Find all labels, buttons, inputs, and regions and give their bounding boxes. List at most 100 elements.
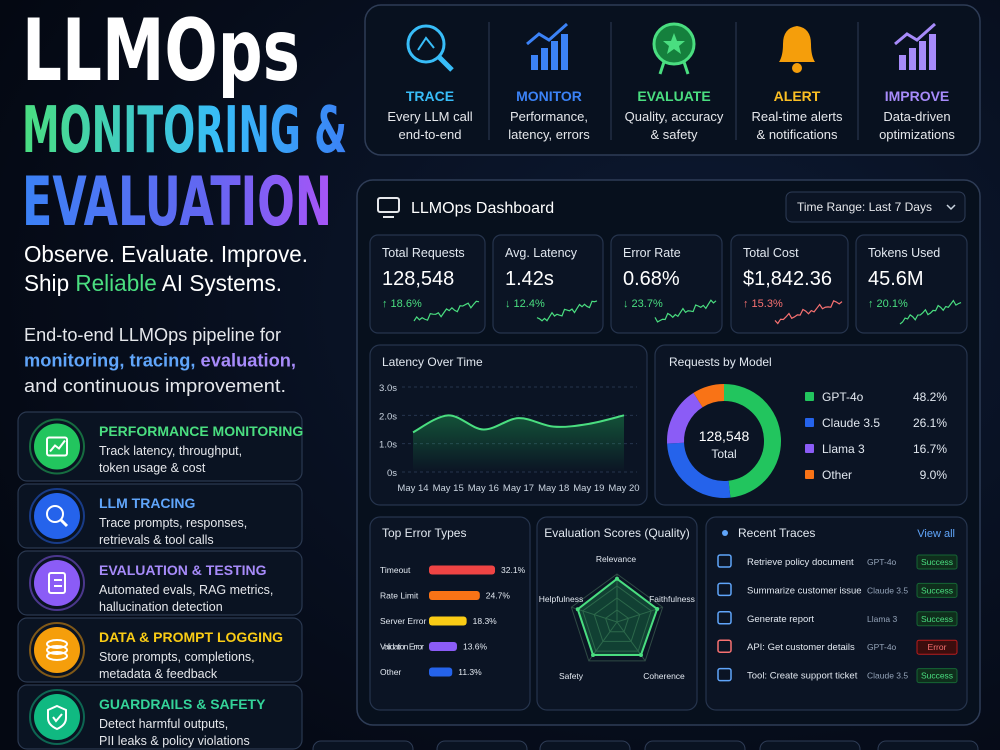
hero-title-line2: MONITORING & <box>22 94 347 168</box>
line-area <box>413 415 624 472</box>
value-label: 9.0% <box>920 468 948 482</box>
bar <box>429 667 453 677</box>
feature-desc: Track latency, throughput, <box>99 444 242 458</box>
feature-icon-ring <box>29 555 85 611</box>
cutoff-card <box>539 740 631 750</box>
cutoff-card <box>759 740 861 750</box>
pipeline-title: MONITOR <box>516 88 582 104</box>
icon <box>779 26 815 62</box>
feature-title: DATA & PROMPT LOGGING <box>99 629 283 645</box>
feature-card <box>17 684 303 750</box>
description: End-to-end LLMOps pipeline for <box>24 325 281 345</box>
feature-desc: metadata & feedback <box>99 667 218 681</box>
value-label: 48.2% <box>913 390 947 404</box>
feature-card <box>17 483 303 549</box>
radar-grid <box>570 573 664 662</box>
feature-icon <box>34 560 80 606</box>
y-tick-label: 3.0s <box>379 383 397 394</box>
feature-desc: PII leaks & policy violations <box>99 734 250 748</box>
legend-label: Claude 3.5 <box>822 416 880 430</box>
feature-glyph <box>47 704 67 731</box>
glyph <box>49 439 66 453</box>
glyph <box>46 639 68 649</box>
icon <box>406 24 446 64</box>
time-range-select[interactable] <box>785 191 966 223</box>
kpi-change: ↓ 23.7% <box>623 298 663 310</box>
chart-title: Latency Over Time <box>382 355 483 369</box>
icon <box>663 33 685 54</box>
icon <box>929 34 936 70</box>
sparkline <box>899 299 962 325</box>
bar <box>429 616 467 626</box>
icon <box>894 22 936 46</box>
radar-point <box>591 653 596 658</box>
radar-grid <box>604 609 630 633</box>
sparkline <box>413 300 480 322</box>
bar <box>429 591 480 600</box>
status-badge <box>916 668 958 684</box>
icon <box>792 63 802 73</box>
radar-label: Coherence <box>643 671 685 681</box>
x-tick-label: May 15 <box>433 483 464 494</box>
pipeline-title: EVALUATE <box>637 88 710 104</box>
chevron <box>946 204 956 211</box>
kpi-card <box>730 234 849 334</box>
tagline: Observe. Evaluate. Improve. <box>24 241 308 267</box>
radar-label: Safety <box>559 671 584 681</box>
legend-label: Llama 3 <box>822 442 865 456</box>
feature-title: EVALUATION & TESTING <box>99 562 267 578</box>
chart-title: Evaluation Scores (Quality) <box>544 526 689 540</box>
traces-panel <box>705 516 968 711</box>
feature-card <box>17 617 303 683</box>
kpi-value: 128,548 <box>382 268 454 290</box>
trace-name: Retrieve policy document <box>747 557 854 568</box>
kpi-label: Tokens Used <box>868 246 940 260</box>
description-part: End-to-end LLMOps pipeline for <box>24 325 281 345</box>
kpi-change: ↑ 15.3% <box>743 298 783 310</box>
radar-point <box>575 607 580 612</box>
feature-title: GUARDRAILS & SAFETY <box>99 696 266 712</box>
x-tick-label: May 16 <box>468 483 499 494</box>
row-icon <box>717 554 732 568</box>
pipeline-desc: Data-driven <box>883 109 950 124</box>
glyph <box>46 505 64 523</box>
value-label: 24.7% <box>486 591 511 601</box>
trace-model: Llama 3 <box>867 614 898 624</box>
icon <box>531 55 538 70</box>
feature-icon-ring <box>29 622 85 678</box>
row-icon <box>717 639 732 653</box>
icon <box>658 61 690 75</box>
category-label: Server Error <box>380 616 426 626</box>
row-icon <box>717 582 732 597</box>
monitor-icon <box>377 197 400 213</box>
radar-grid <box>593 597 641 642</box>
feature-title: PERFORMANCE MONITORING <box>99 423 303 439</box>
cutoff-card <box>436 740 528 750</box>
feature-desc: token usage & cost <box>99 461 206 475</box>
pipeline-icon <box>894 22 936 70</box>
radar-point <box>615 576 619 581</box>
trace-model: GPT-4o <box>867 557 897 567</box>
tagline-part: Reliable <box>75 270 156 296</box>
pipeline-title: TRACE <box>406 88 454 104</box>
x-tick-label: May 20 <box>608 483 639 494</box>
view-all-link[interactable]: View all <box>917 528 955 540</box>
icon <box>561 34 568 70</box>
pipeline-desc: Real-time alerts <box>751 109 843 124</box>
donut-segment <box>693 384 725 408</box>
trace-status: Success <box>921 585 953 595</box>
feature-card <box>17 550 303 616</box>
kpi-label: Error Rate <box>623 246 681 260</box>
pipeline-icon <box>526 22 568 70</box>
pipeline-icon <box>406 24 454 72</box>
pipeline-desc: & notifications <box>757 127 838 142</box>
trace-name: Generate report <box>747 614 814 625</box>
tagline: Ship Reliable AI Systems. <box>24 270 282 296</box>
tagline-part: Ship <box>24 270 75 296</box>
trace-status: Success <box>921 557 953 567</box>
line <box>412 414 625 434</box>
hero-title: LLMOps <box>22 1 300 101</box>
feature-title: LLM TRACING <box>99 495 196 511</box>
value-label: 32.1% <box>501 565 526 575</box>
kpi-card <box>855 234 968 334</box>
